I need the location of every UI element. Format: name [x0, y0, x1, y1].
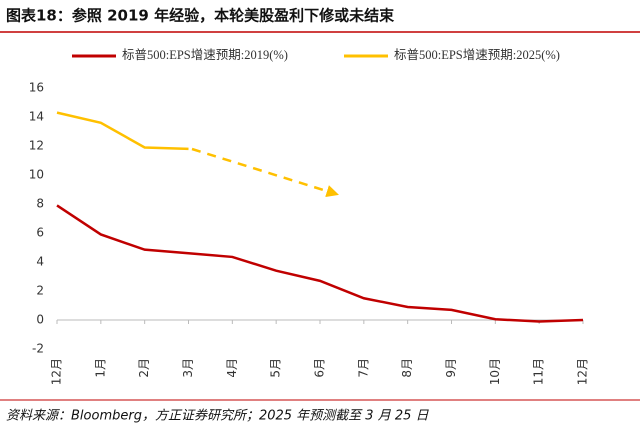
y-tick-label: -2	[32, 342, 44, 356]
y-tick-label: 10	[29, 168, 44, 182]
line-series	[56, 111, 189, 151]
y-tick-label: 4	[36, 255, 44, 269]
y-tick-label: 2	[36, 284, 44, 298]
x-tick-label: 10月	[488, 358, 502, 385]
source: 资料来源：Bloomberg，方正证券研究所；2025 年预测截至 3 月 25…	[6, 408, 430, 424]
y-tick-label: 6	[36, 226, 44, 240]
x-tick-label: 12月	[50, 358, 64, 385]
x-tick-label: 11月	[532, 358, 546, 385]
legend-label: 标普500:EPS增速预期:2019(%)	[122, 47, 288, 62]
x-tick-label: 6月	[313, 358, 327, 378]
y-tick-label: 16	[29, 81, 44, 95]
legend-label: 标普500:EPS增速预期:2025(%)	[394, 47, 560, 62]
x-tick-label: 4月	[225, 358, 239, 378]
x-tick-label: 8月	[400, 358, 414, 378]
trend-arrow	[191, 147, 339, 198]
y-tick-label: 0	[36, 313, 44, 327]
x-tick-label: 1月	[93, 358, 107, 378]
x-tick-label: 7月	[356, 358, 370, 378]
y-tick-label: 8	[36, 197, 44, 211]
x-tick-label: 5月	[269, 358, 283, 378]
x-tick-label: 2月	[137, 358, 151, 378]
y-tick-label: 14	[29, 110, 44, 124]
line-series	[56, 204, 584, 323]
x-tick-label: 12月	[576, 358, 590, 385]
y-tick-label: 12	[29, 139, 44, 153]
x-tick-label: 9月	[444, 358, 458, 378]
chart-title: 图表18：参照 2019 年经验，本轮美股盈利下修或未结束	[6, 7, 395, 25]
x-tick-label: 3月	[181, 358, 195, 378]
